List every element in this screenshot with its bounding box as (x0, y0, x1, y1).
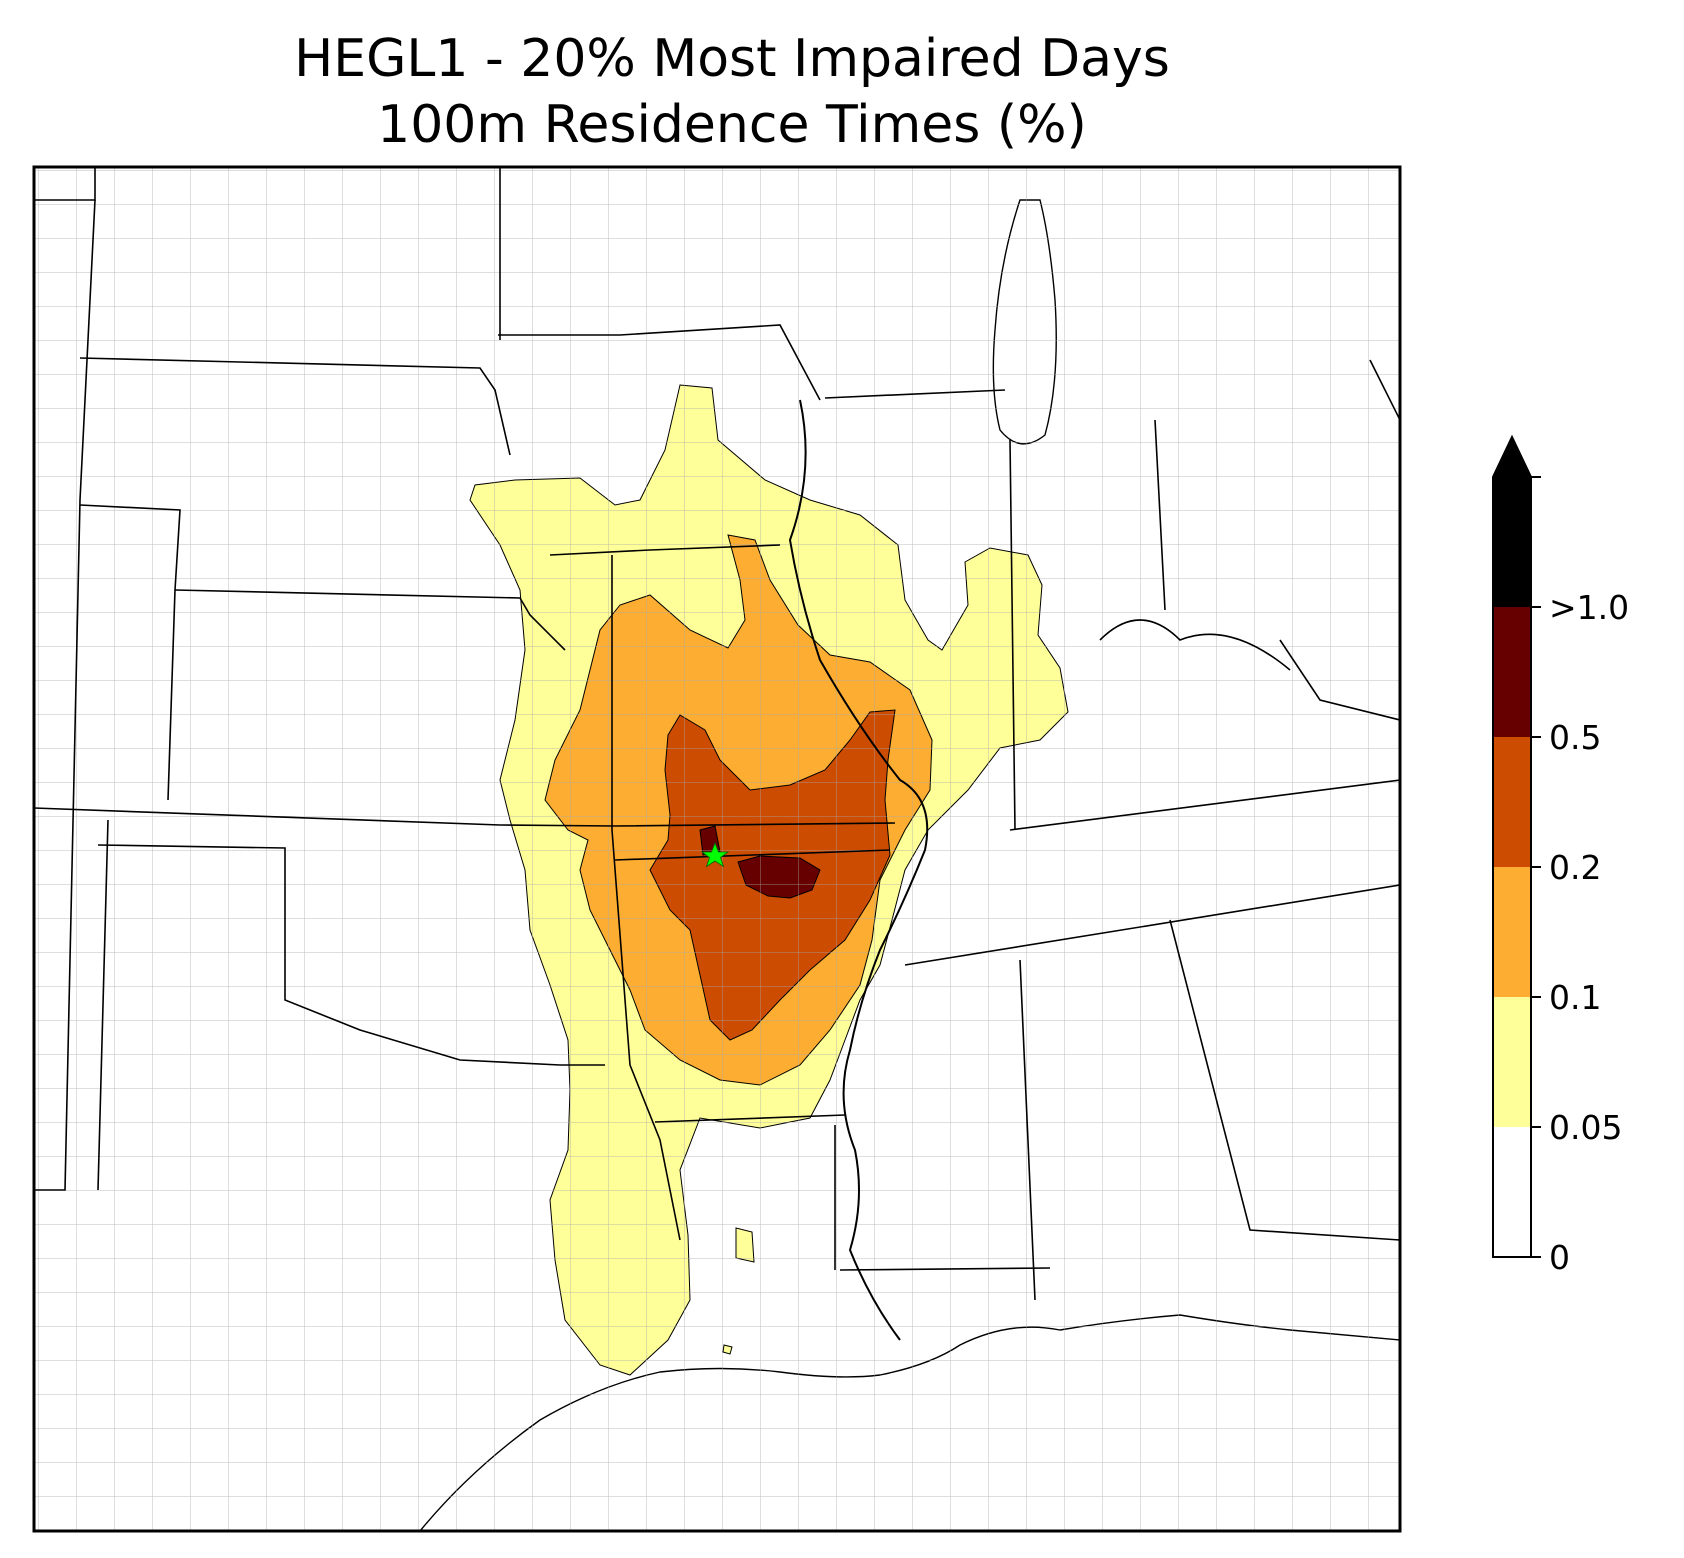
site-marker-star (700, 841, 730, 868)
colorbar-band-2 (1493, 867, 1531, 997)
map-canvas (34, 167, 1400, 1531)
colorbar: 0 0.05 0.1 0.2 0.5 >1.0 (1492, 434, 1629, 1277)
colorbar-label-4: 0.5 (1549, 718, 1601, 757)
map-frame (32, 165, 1402, 1533)
title-line-2: 100m Residence Times (%) (377, 95, 1087, 155)
colorbar-band-4 (1493, 607, 1531, 737)
colorbar-band-1 (1493, 997, 1531, 1127)
title-line-1: HEGL1 - 20% Most Impaired Days (294, 29, 1170, 89)
colorbar-band-0 (1493, 1127, 1531, 1257)
colorbar-band-5 (1493, 477, 1531, 607)
colorbar-extend-arrow (1493, 437, 1531, 477)
map-title: HEGL1 - 20% Most Impaired Days 100m Resi… (32, 26, 1432, 158)
colorbar-label-5: >1.0 (1549, 588, 1629, 627)
colorbar-outline (1492, 434, 1532, 1258)
colorbar-label-0: 0 (1549, 1238, 1570, 1277)
colorbar-band-3 (1493, 737, 1531, 867)
mississippi-river (788, 399, 929, 1341)
colorbar-label-3: 0.2 (1549, 848, 1601, 887)
state-boundaries (34, 167, 1400, 1301)
colorbar-label-2: 0.1 (1549, 978, 1601, 1017)
colorbar-label-1: 0.05 (1549, 1108, 1622, 1147)
